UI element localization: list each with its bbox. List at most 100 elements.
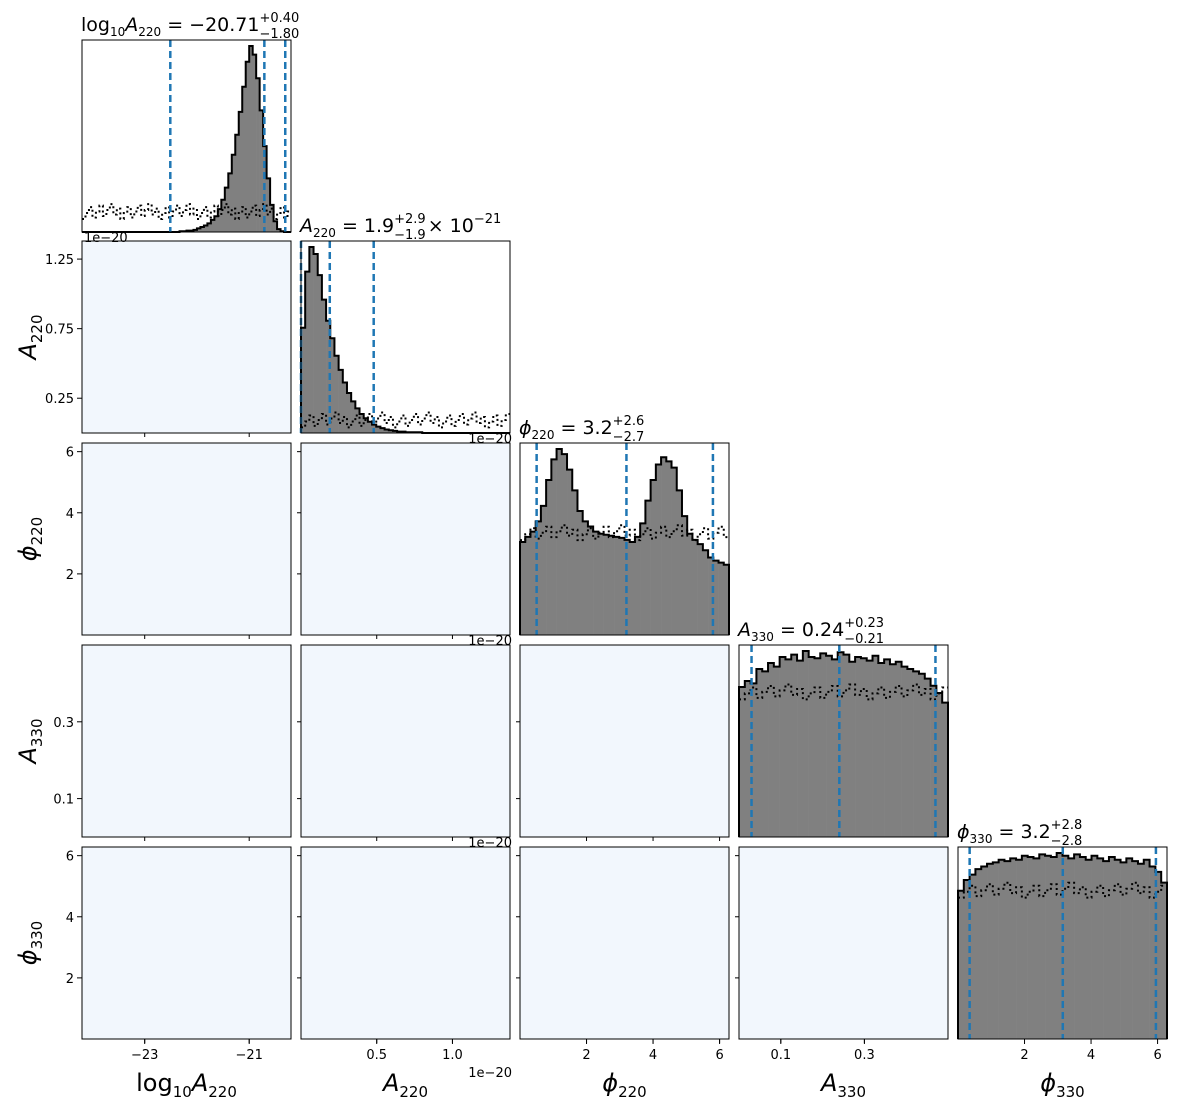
density-phi220-phi330 [520,847,729,1039]
y-tick-label: 2 [66,568,74,583]
y-tick-label: 6 [66,446,74,461]
corner-plot: log10A220 = −20.71+0.40−1.80A220 = 1.9+2… [0,0,1177,1107]
hist-bar [936,693,942,837]
x-tick-label: 4 [649,1048,657,1063]
x-tick-label: 1.0 [442,1048,463,1063]
marginal-logA220 [82,40,291,232]
y-axis-label-A330: A330 [14,718,46,765]
hist-bar [530,532,536,635]
panel-title-minus: −2.8 [1051,834,1083,849]
hist-bar [873,656,879,837]
hist-bar [588,527,594,636]
x-tick-label: 6 [715,1048,723,1063]
hist-bar [913,671,919,837]
y-tick-label: 4 [66,911,74,926]
hist-bar [809,657,815,837]
y-tick-label: 0.3 [53,716,74,731]
hist-bar [583,521,589,635]
hist-bar [635,537,641,635]
hist-bar [814,658,820,837]
panel-title-minus: −1.9 [394,228,426,243]
hist-bar [1004,861,1010,1039]
y-axis-label-phi330: ϕ330 [14,921,46,965]
y-tick-label: 0.1 [53,793,74,808]
x-tick-label: 0.5 [366,1048,387,1063]
panel-title-minus: −1.80 [259,27,299,42]
hist-bar [844,655,850,837]
hist-bar [249,46,253,232]
hist-bar [719,563,725,635]
hist-bar [1039,854,1045,1039]
hist-bar [925,679,931,837]
density-logA220-phi330 [82,847,291,1039]
hist-bar [975,869,981,1039]
panel-title-minus: −2.7 [613,430,645,445]
x-tick-label: 4 [1087,1048,1095,1063]
hist-bar [614,537,620,635]
hist-bar [567,470,573,635]
hist-bar [1126,858,1132,1039]
hist-bar [572,490,578,635]
y-tick-label: 6 [66,850,74,865]
offset-text: 1e−20 [84,231,128,246]
hist-bar [919,674,925,837]
hist-bar [525,537,531,635]
hist-bar [890,664,896,837]
hist-bar [762,671,768,837]
x-axis-label-logA220: log10A220 [136,1069,237,1101]
hist-bar [661,457,667,635]
density-logA220-A220 [82,241,291,433]
hist-bar [630,542,636,635]
hist-bar [692,540,698,635]
x-tick-label: −23 [131,1048,158,1063]
hist-bar [672,468,678,635]
density-A330-phi330 [739,847,948,1039]
hist-bar [1109,857,1115,1039]
y-axis-label-A220: A220 [14,314,46,361]
hist-bar [826,656,832,837]
density-logA220-A330 [82,645,291,837]
hist-bar [656,465,662,636]
offset-text: 1e−20 [468,634,512,649]
hist-bar [987,864,993,1039]
x-tick-label: 6 [1153,1048,1161,1063]
hist-bar [562,454,568,635]
y-tick-label: 2 [66,972,74,987]
hist-bar [1132,861,1138,1039]
hist-bar [1092,856,1098,1039]
x-axis-label-A220: A220 [381,1069,428,1101]
y-tick-label: 0.75 [45,323,74,338]
hist-bar [619,538,625,635]
panel-title-suffix: × 10−21 [428,212,502,237]
hist-bar [314,254,318,433]
hist-bar [820,653,826,837]
hist-bar [999,860,1005,1039]
x-axis-label-A330: A330 [819,1069,866,1101]
hist-bar [598,534,604,635]
x-tick-label: 0.1 [770,1048,791,1063]
hist-bar [791,655,797,837]
offset-text: 1e−20 [468,836,512,851]
hist-bar [604,535,610,635]
hist-bar [609,536,615,635]
hist-bar [745,681,751,837]
hist-bar [593,532,599,635]
hist-bar [884,659,890,837]
hist-bar [687,534,693,635]
offset-text: 1e−20 [468,432,512,447]
y-tick-label: 0.25 [45,392,74,407]
marginal-A330 [739,645,948,837]
x-tick-label: 2 [1020,1048,1028,1063]
x-axis-label-phi220: ϕ220 [602,1069,646,1101]
hist-bar [1022,856,1028,1039]
density-A220-A330 [301,645,510,837]
hist-bar [309,247,313,433]
x-axis-label-phi330: ϕ330 [1040,1069,1084,1101]
panel-title-minus: −0.21 [844,632,884,647]
marginal-phi330 [958,847,1167,1039]
hist-bar [803,651,809,837]
hist-bar [981,866,987,1039]
density-A220-phi330 [301,847,510,1039]
hist-bar [861,658,867,837]
offset-text: 1e−20 [468,1066,512,1081]
